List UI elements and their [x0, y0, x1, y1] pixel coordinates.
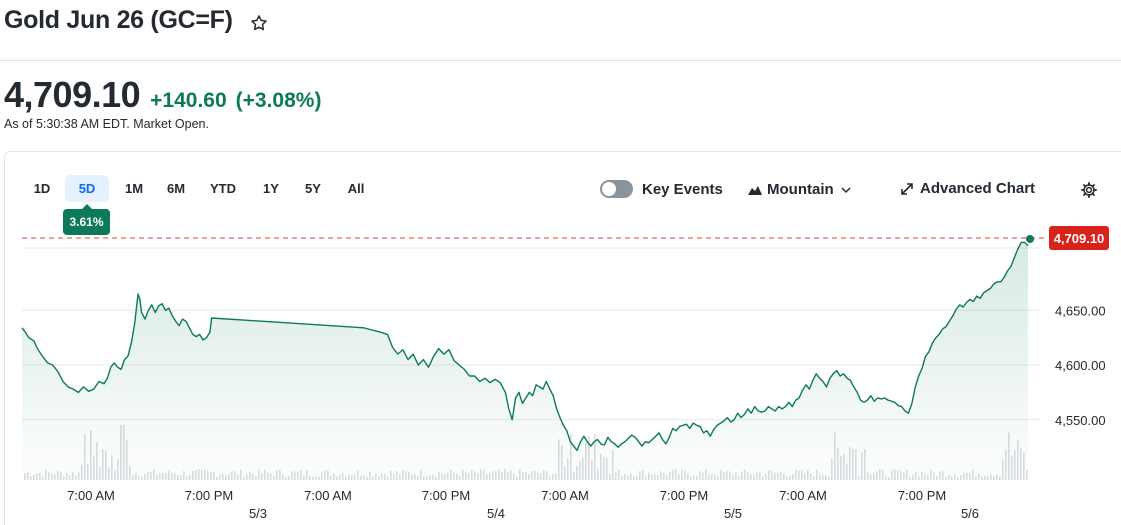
x-time-label: 7:00 PM: [422, 488, 470, 503]
range-5y-button[interactable]: 5Y: [305, 181, 321, 196]
expand-arrow-icon: [901, 182, 913, 195]
price-change: +140.60: [150, 89, 227, 112]
y-tick-label: 4,650.00: [1055, 303, 1106, 318]
mountain-icon: [748, 185, 762, 195]
range-5d-button[interactable]: 5D: [65, 175, 109, 202]
performance-badge: 3.61%: [63, 204, 110, 235]
y-tick-label: 4,600.00: [1055, 358, 1106, 373]
x-time-label: 7:00 AM: [541, 488, 589, 503]
x-time-label: 7:00 PM: [660, 488, 708, 503]
star-outline-icon[interactable]: [249, 13, 269, 33]
x-time-label: 7:00 AM: [304, 488, 352, 503]
advanced-chart-button[interactable]: Advanced Chart: [900, 180, 1035, 197]
page-title: Gold Jun 26 (GC=F): [4, 6, 233, 34]
gear-icon[interactable]: [1080, 181, 1098, 199]
chart-card: [4, 151, 1121, 525]
x-date-label: 5/4: [487, 506, 505, 521]
range-ytd-button[interactable]: YTD: [210, 181, 236, 196]
header-divider: [0, 60, 1121, 61]
key-events-toggle[interactable]: [600, 180, 633, 198]
toggle-knob: [602, 182, 616, 196]
current-price: 4,709.10: [4, 74, 141, 115]
x-time-label: 7:00 AM: [779, 488, 827, 503]
current-price-tag: 4,709.10: [1049, 226, 1109, 250]
range-1m-button[interactable]: 1M: [124, 181, 144, 196]
last-price-dot: [1026, 235, 1034, 243]
price-line: [21, 241, 1029, 452]
range-6m-button[interactable]: 6M: [166, 181, 186, 196]
key-events-label: Key Events: [642, 181, 723, 198]
chart-type-dropdown[interactable]: Mountain: [748, 181, 856, 198]
y-tick-label: 4,550.00: [1055, 413, 1106, 428]
x-time-label: 7:00 PM: [185, 488, 233, 503]
x-date-label: 5/6: [961, 506, 979, 521]
chevron-down-icon: [841, 186, 851, 193]
range-selector: 1D 5D 1M 6M YTD 1Y 5Y All: [25, 175, 371, 202]
advanced-chart-label: Advanced Chart: [920, 180, 1036, 197]
x-time-label: 7:00 AM: [67, 488, 115, 503]
price-area: [22, 242, 1028, 480]
price-change-percent: (+3.08%): [235, 89, 322, 112]
range-1y-button[interactable]: 1Y: [263, 181, 279, 196]
range-all-button[interactable]: All: [347, 181, 365, 196]
x-time-label: 7:00 PM: [898, 488, 946, 503]
chart-type-label: Mountain: [767, 181, 834, 198]
x-date-label: 5/3: [249, 506, 267, 521]
x-date-label: 5/5: [724, 506, 742, 521]
range-1d-button[interactable]: 1D: [33, 181, 51, 196]
market-status: As of 5:30:38 AM EDT. Market Open.: [4, 117, 209, 131]
